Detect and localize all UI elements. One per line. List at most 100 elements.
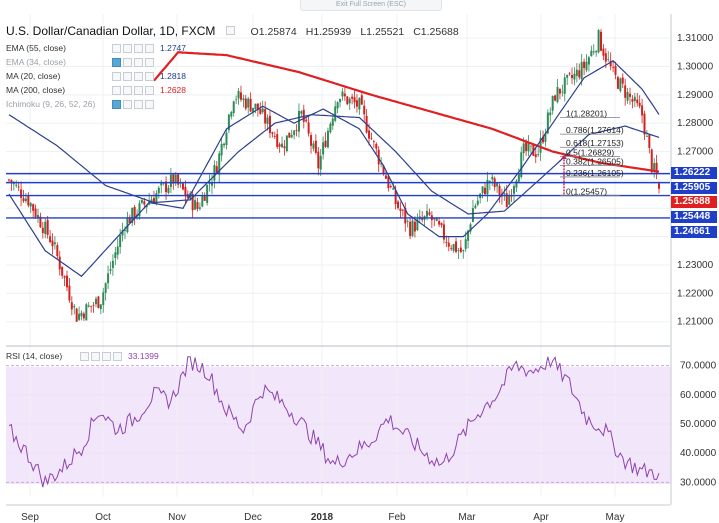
candle-body (554, 95, 557, 101)
indicator-label: MA (200, close) (6, 85, 66, 95)
candle-body (58, 256, 61, 270)
candle-body (232, 101, 235, 114)
indicator-ema55[interactable]: EMA (55, close) 1.2747 (6, 42, 186, 54)
candle-body (310, 135, 313, 146)
settings-icon[interactable] (123, 99, 132, 109)
candle-body (571, 75, 574, 79)
candle-body (614, 65, 617, 75)
candle-body (404, 207, 407, 224)
fibonacci-retracement[interactable]: 1(1.28201)0.786(1.27614)0.618(1.27153)0.… (560, 108, 624, 196)
candle-body (39, 216, 42, 228)
candle-body (580, 61, 583, 80)
eye-icon[interactable] (112, 85, 121, 95)
candle-body (612, 67, 615, 69)
candle-body (92, 304, 95, 306)
candle-body (616, 77, 619, 89)
candle-body (339, 99, 342, 103)
eye-icon[interactable] (112, 99, 121, 109)
candle-body (643, 113, 646, 135)
candle-body (469, 224, 472, 232)
time-tick-label: 2018 (311, 512, 334, 523)
more-icon[interactable] (145, 99, 154, 109)
rsi-tick-label: 40.0000 (680, 448, 717, 459)
close-icon[interactable] (134, 43, 143, 53)
candle-body (10, 180, 13, 184)
candle-body (169, 174, 172, 188)
more-icon[interactable] (145, 71, 154, 81)
candle-body (244, 98, 247, 109)
settings-icon[interactable] (123, 85, 132, 95)
candle-body (138, 203, 141, 217)
more-icon[interactable] (145, 57, 154, 67)
candle-body (281, 143, 284, 148)
candle-body (462, 250, 465, 252)
candle-body (194, 200, 197, 210)
exit-fullscreen-bar[interactable]: Exit Full Screen (ESC) (300, 0, 442, 11)
candle-body (20, 189, 23, 198)
candle-body (607, 59, 610, 60)
candle-body (8, 179, 10, 181)
candle-body (157, 187, 160, 194)
close-icon[interactable] (134, 85, 143, 95)
candle-body (24, 198, 27, 201)
candle-body (447, 242, 450, 247)
candle-body (300, 111, 303, 114)
eye-icon[interactable] (112, 57, 121, 67)
more-icon[interactable] (113, 351, 122, 361)
candle-body (590, 50, 593, 57)
candle-body (428, 212, 431, 215)
rsi-label: RSI (14, close) (6, 351, 63, 361)
indicator-ma20[interactable]: MA (20, close) 1.2818 (6, 70, 186, 82)
candle-body (314, 140, 317, 153)
close-icon[interactable] (102, 351, 111, 361)
settings-icon[interactable] (123, 43, 132, 53)
candle-body (126, 217, 129, 233)
price-tick-label: 1.30000 (677, 61, 714, 72)
candle-body (114, 252, 117, 259)
candle-body (529, 145, 532, 147)
close-icon[interactable] (134, 99, 143, 109)
settings-icon[interactable] (123, 71, 132, 81)
close-icon[interactable] (134, 57, 143, 67)
candle-body (440, 223, 443, 226)
indicator-ma200[interactable]: MA (200, close) 1.2628 (6, 84, 186, 96)
candle-body (375, 143, 378, 149)
candle-body (119, 235, 122, 248)
candle-body (595, 51, 598, 53)
indicator-rsi[interactable]: RSI (14, close) 33.1399 (6, 350, 159, 362)
eye-icon[interactable] (112, 43, 121, 53)
candle-body (97, 296, 100, 308)
candle-body (319, 155, 322, 170)
indicator-ema34[interactable]: EMA (34, close) (6, 56, 160, 68)
eye-icon[interactable] (80, 351, 89, 361)
ema55-line (8, 114, 660, 215)
candle-body (389, 185, 392, 188)
eye-icon[interactable] (112, 71, 121, 81)
candle-body (426, 210, 429, 217)
candle-body (259, 108, 262, 114)
candle-body (527, 143, 530, 152)
candle-body (53, 242, 56, 245)
candle-body (247, 98, 250, 108)
candle-body (184, 186, 187, 197)
settings-icon[interactable] (123, 57, 132, 67)
candle-body (474, 205, 477, 208)
close-icon[interactable] (134, 71, 143, 81)
more-icon[interactable] (145, 43, 154, 53)
indicator-ichimoku[interactable]: Ichimoku (9, 26, 52, 26) (6, 98, 160, 110)
settings-icon[interactable] (91, 351, 100, 361)
eye-icon[interactable] (226, 26, 236, 35)
candle-body (210, 182, 213, 186)
more-icon[interactable] (145, 85, 154, 95)
price-tick-label: 1.29000 (677, 90, 714, 101)
rsi-pane (6, 356, 670, 488)
candle-body (46, 219, 49, 235)
symbol-title[interactable]: U.S. Dollar/Canadian Dollar, 1D, FXCM (6, 24, 216, 38)
candle-body (165, 181, 168, 193)
candle-body (111, 260, 114, 268)
candle-body (307, 122, 310, 134)
time-tick-label: Dec (244, 512, 262, 523)
candle-body (566, 74, 569, 78)
candle-body (252, 107, 255, 113)
